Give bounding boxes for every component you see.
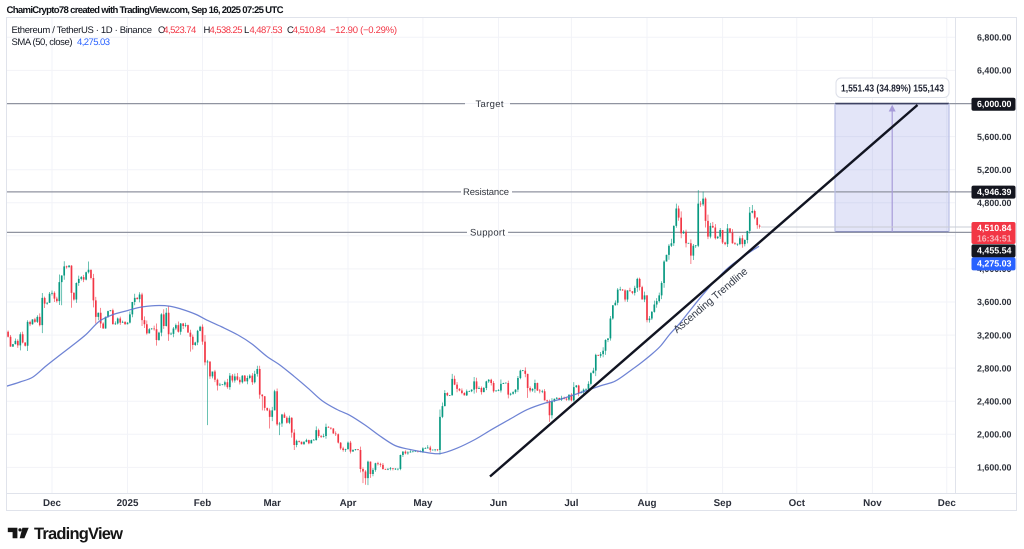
svg-text:Ethereum / TetherUS · 1D · Bin: Ethereum / TetherUS · 1D · Binance O4,523… (12, 25, 398, 36)
svg-text:Jul: Jul (564, 498, 578, 509)
svg-text:Nov: Nov (863, 498, 882, 509)
svg-text:Feb: Feb (194, 498, 211, 509)
svg-text:6,000.00: 6,000.00 (977, 99, 1012, 109)
svg-text:4,275.03: 4,275.03 (977, 259, 1012, 269)
svg-text:SMA (50, close)4,275.03: SMA (50, close) 4,275.03 (12, 37, 111, 48)
svg-text:2,400.00: 2,400.00 (977, 396, 1012, 406)
svg-text:Sep: Sep (714, 498, 732, 509)
svg-text:Apr: Apr (340, 498, 357, 509)
svg-text:Support: Support (470, 228, 505, 239)
svg-text:Aug: Aug (637, 498, 656, 509)
svg-text:Oct: Oct (789, 498, 806, 509)
svg-text:4,946.39: 4,946.39 (977, 187, 1012, 197)
svg-text:4,510.84: 4,510.84 (977, 223, 1012, 233)
svg-text:1,551.43 (34.89%) 155,143: 1,551.43 (34.89%) 155,143 (841, 83, 944, 94)
svg-text:Dec: Dec (938, 498, 957, 509)
svg-text:2025: 2025 (117, 498, 139, 509)
svg-text:Jun: Jun (490, 498, 507, 509)
svg-text:3,600.00: 3,600.00 (977, 297, 1012, 307)
svg-text:ChamiCrypto78 created with Tra: ChamiCrypto78 created with TradingView.c… (7, 5, 284, 16)
svg-text:6,800.00: 6,800.00 (977, 33, 1012, 43)
svg-text:Mar: Mar (263, 498, 281, 509)
svg-text:5,600.00: 5,600.00 (977, 132, 1012, 142)
svg-text:TradingView: TradingView (34, 525, 123, 543)
svg-text:3,200.00: 3,200.00 (977, 330, 1012, 340)
svg-text:May: May (413, 498, 433, 509)
svg-text:2,800.00: 2,800.00 (977, 363, 1012, 373)
svg-text:5,200.00: 5,200.00 (977, 165, 1012, 175)
svg-text:Dec: Dec (43, 498, 62, 509)
svg-text:1,600.00: 1,600.00 (977, 463, 1012, 473)
svg-text:6,400.00: 6,400.00 (977, 66, 1012, 76)
svg-text:2,000.00: 2,000.00 (977, 430, 1012, 440)
svg-text:Resistance: Resistance (463, 187, 509, 198)
svg-text:4,455.54: 4,455.54 (977, 246, 1012, 256)
svg-text:16:34:51: 16:34:51 (977, 233, 1012, 243)
svg-text:4,800.00: 4,800.00 (977, 198, 1012, 208)
svg-text:Target: Target (476, 99, 504, 110)
